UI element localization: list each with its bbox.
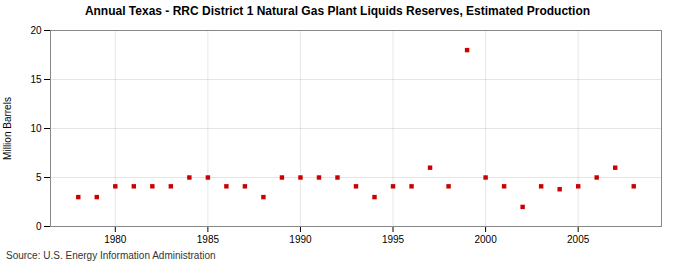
svg-text:0: 0 xyxy=(36,221,42,232)
svg-text:20: 20 xyxy=(30,25,42,36)
svg-text:Million Barrels: Million Barrels xyxy=(2,97,13,160)
html-text:Source: U.S. Energy Informatio: Source: U.S. Energy Information Administ… xyxy=(6,250,216,261)
svg-text:10: 10 xyxy=(30,123,42,134)
svg-text:2000: 2000 xyxy=(474,234,497,245)
svg-text:1985: 1985 xyxy=(197,234,220,245)
svg-text:1995: 1995 xyxy=(382,234,405,245)
svg-text:15: 15 xyxy=(30,74,42,85)
svg-text:1980: 1980 xyxy=(104,234,127,245)
svg-text:2005: 2005 xyxy=(567,234,590,245)
html-text:Annual Texas - RRC District 1: Annual Texas - RRC District 1 Natural Ga… xyxy=(84,4,591,18)
svg-text:5: 5 xyxy=(36,172,42,183)
svg-text:1990: 1990 xyxy=(289,234,312,245)
